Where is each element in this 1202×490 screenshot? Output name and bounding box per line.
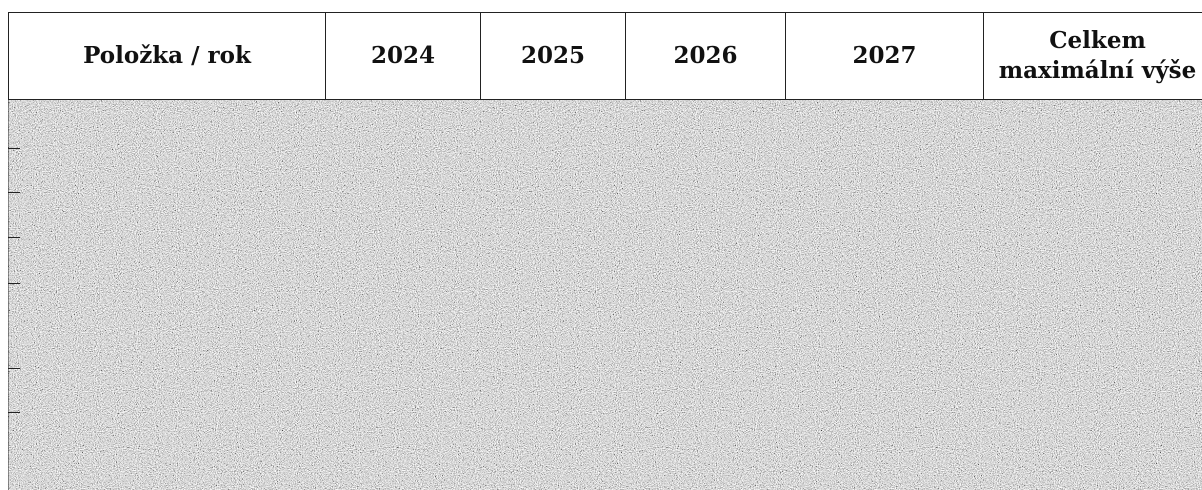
- row-line: [8, 148, 20, 149]
- row-line: [8, 368, 20, 369]
- header-cell: Celkem maximální výše: [983, 12, 1202, 100]
- noise: [8, 100, 1202, 490]
- header-cell: Položka / rok: [8, 12, 325, 100]
- row-line: [8, 192, 20, 193]
- obscured-table-body: [8, 100, 1202, 490]
- header-cell: 2024: [325, 12, 480, 100]
- row-line: [8, 237, 20, 238]
- header-cell: 2027: [785, 12, 983, 100]
- header-cell: 2025: [480, 12, 625, 100]
- row-line: [8, 412, 20, 413]
- row-line: [8, 283, 20, 284]
- header-cell: 2026: [625, 12, 785, 100]
